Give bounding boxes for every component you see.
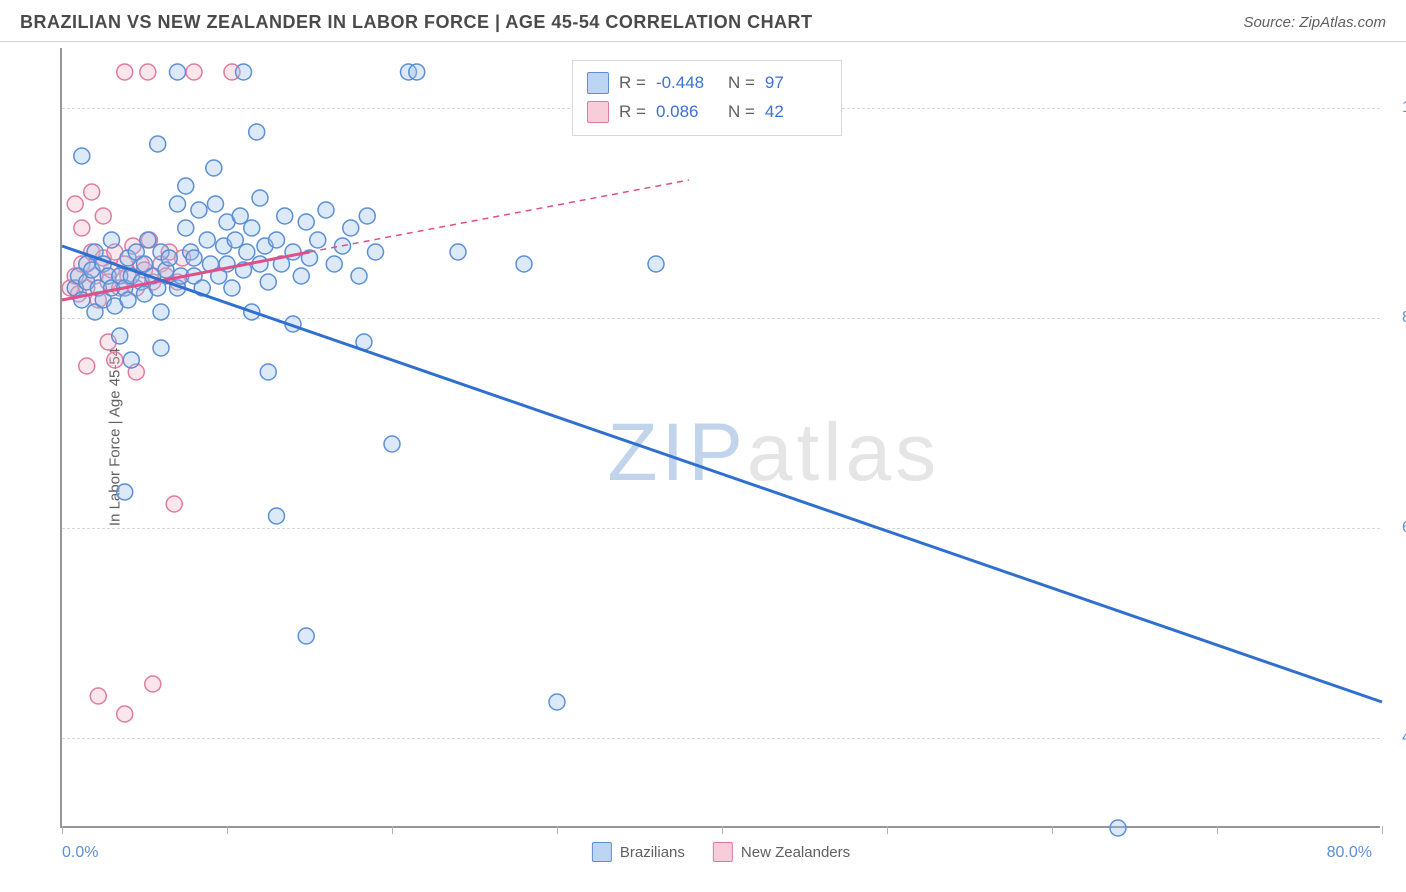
stats-row: R = -0.448 N = 97 — [587, 69, 827, 98]
data-point — [117, 706, 133, 722]
legend-item: New Zealanders — [713, 842, 850, 862]
data-point — [112, 328, 128, 344]
stat-n-label: N = — [728, 98, 755, 127]
data-point — [150, 136, 166, 152]
stat-n-value: 97 — [765, 69, 827, 98]
scatter-overlay — [62, 48, 1382, 828]
stats-row: R = 0.086 N = 42 — [587, 98, 827, 127]
data-point — [206, 160, 222, 176]
data-point — [140, 64, 156, 80]
data-point — [648, 256, 664, 272]
stats-box: R = -0.448 N = 97 R = 0.086 N = 42 — [572, 60, 842, 136]
x-axis-max-label: 80.0% — [1327, 844, 1372, 862]
data-point — [117, 64, 133, 80]
data-point — [140, 232, 156, 248]
data-point — [343, 220, 359, 236]
stat-r-value: 0.086 — [656, 98, 718, 127]
legend-item: Brazilians — [592, 842, 685, 862]
data-point — [249, 124, 265, 140]
y-tick-label: 82.5% — [1390, 309, 1406, 327]
data-point — [293, 268, 309, 284]
data-point — [74, 148, 90, 164]
data-point — [117, 484, 133, 500]
y-tick-label: 65.0% — [1390, 519, 1406, 537]
y-tick-label: 100.0% — [1390, 99, 1406, 117]
data-point — [67, 196, 83, 212]
data-point — [298, 628, 314, 644]
data-point — [161, 250, 177, 266]
data-point — [186, 64, 202, 80]
x-tick — [1382, 826, 1383, 834]
x-axis-min-label: 0.0% — [62, 844, 98, 862]
data-point — [120, 292, 136, 308]
data-point — [153, 304, 169, 320]
data-point — [244, 220, 260, 236]
chart-area: In Labor Force | Age 45-54 47.5%65.0%82.… — [60, 48, 1380, 828]
data-point — [191, 202, 207, 218]
data-point — [384, 436, 400, 452]
data-point — [123, 352, 139, 368]
data-point — [224, 280, 240, 296]
data-point — [1110, 820, 1126, 836]
trend-line — [62, 246, 1382, 702]
data-point — [170, 196, 186, 212]
stats-swatch — [587, 72, 609, 94]
data-point — [170, 64, 186, 80]
legend: Brazilians New Zealanders — [592, 842, 850, 862]
data-point — [104, 232, 120, 248]
data-point — [269, 232, 285, 248]
data-point — [186, 250, 202, 266]
data-point — [153, 340, 169, 356]
legend-swatch — [592, 842, 612, 862]
data-point — [318, 202, 334, 218]
data-point — [90, 688, 106, 704]
stat-r-label: R = — [619, 69, 646, 98]
stat-r-label: R = — [619, 98, 646, 127]
data-point — [310, 232, 326, 248]
data-point — [239, 244, 255, 260]
stats-swatch — [587, 101, 609, 123]
data-point — [79, 358, 95, 374]
stat-n-label: N = — [728, 69, 755, 98]
data-point — [178, 220, 194, 236]
data-point — [260, 274, 276, 290]
data-point — [351, 268, 367, 284]
data-point — [107, 352, 123, 368]
legend-label: Brazilians — [620, 844, 685, 861]
data-point — [145, 676, 161, 692]
data-point — [409, 64, 425, 80]
data-point — [359, 208, 375, 224]
data-point — [252, 190, 268, 206]
data-point — [368, 244, 384, 260]
data-point — [95, 208, 111, 224]
y-tick-label: 47.5% — [1390, 729, 1406, 747]
data-point — [199, 232, 215, 248]
data-point — [236, 64, 252, 80]
data-point — [298, 214, 314, 230]
data-point — [450, 244, 466, 260]
stat-r-value: -0.448 — [656, 69, 718, 98]
legend-label: New Zealanders — [741, 844, 850, 861]
data-point — [74, 220, 90, 236]
data-point — [166, 496, 182, 512]
plot-region: In Labor Force | Age 45-54 47.5%65.0%82.… — [60, 48, 1380, 828]
data-point — [549, 694, 565, 710]
data-point — [207, 196, 223, 212]
data-point — [326, 256, 342, 272]
stat-n-value: 42 — [765, 98, 827, 127]
source-attribution: Source: ZipAtlas.com — [1243, 14, 1386, 31]
data-point — [178, 178, 194, 194]
chart-title: BRAZILIAN VS NEW ZEALANDER IN LABOR FORC… — [20, 12, 813, 33]
chart-header: BRAZILIAN VS NEW ZEALANDER IN LABOR FORC… — [0, 0, 1406, 42]
legend-swatch — [713, 842, 733, 862]
data-point — [516, 256, 532, 272]
data-point — [84, 184, 100, 200]
data-point — [260, 364, 276, 380]
data-point — [269, 508, 285, 524]
data-point — [277, 208, 293, 224]
